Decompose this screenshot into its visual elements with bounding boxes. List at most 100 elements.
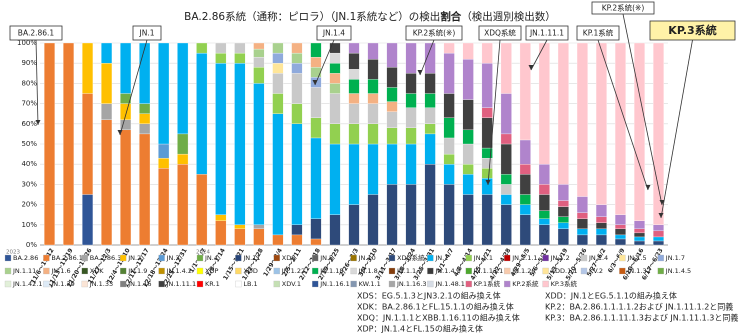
annotation-label: KP.2系統(※) (413, 28, 456, 38)
bar-segment (443, 117, 455, 139)
bar-segment (291, 234, 303, 246)
bar-segment (253, 56, 265, 68)
bar-segment (215, 214, 227, 221)
bar-segment (538, 194, 550, 211)
legend-swatch (4, 267, 12, 275)
bar-segment (310, 67, 322, 78)
legend-label: JN.1.16 (127, 280, 151, 288)
bar-segment (386, 127, 398, 145)
legend-swatch (657, 267, 664, 275)
legend-swatch (158, 254, 165, 262)
bar-segment (291, 103, 303, 124)
arrow-head (485, 180, 491, 185)
legend-label: JN.1.13.1 (473, 267, 504, 275)
legend-swatch (120, 254, 127, 262)
legend-swatch (350, 280, 357, 288)
bar-segment (557, 206, 569, 217)
legend-label: XDD.1.1 (551, 267, 578, 275)
bar-segment (215, 220, 227, 246)
bar-segment (310, 218, 322, 240)
legend-label: JN.1.22 (281, 267, 305, 275)
bar-segment (481, 168, 493, 179)
annotation-label: KP.1系統 (583, 28, 614, 38)
legend-swatch (4, 254, 12, 262)
bar-segment (139, 113, 151, 124)
bar-segment (367, 123, 379, 145)
bar-segment (82, 93, 94, 195)
bar-segment (557, 222, 569, 229)
bar-segment (576, 196, 588, 213)
bar-segment (120, 42, 132, 94)
bar-segment (405, 127, 417, 145)
bar-segment (291, 63, 303, 74)
annotation-box (525, 25, 569, 41)
bar-segment (614, 224, 626, 229)
legend-swatch (657, 254, 664, 262)
bar-segment (177, 133, 189, 155)
bar-segment (424, 73, 436, 94)
legend-label: JN.4 (204, 254, 218, 262)
y-tick-label: 20% (21, 201, 37, 209)
legend-swatch (4, 280, 12, 288)
annotation-box (591, 1, 655, 15)
chart-title: BA.2.86系統（通称：ピロラ）（JN.1系統など）の検出割合（検出週別検出数… (184, 10, 556, 23)
bar-segment (500, 204, 512, 246)
footnote: XDS：EG.5.1.3とJN3.2.1の組み換え体 (357, 291, 501, 301)
bar-segment (101, 119, 113, 246)
y-tick-label: 50% (21, 140, 37, 148)
legend-swatch (43, 267, 50, 275)
bar-segment (653, 42, 664, 225)
bar-segment (443, 42, 455, 54)
bar-segment (386, 111, 398, 128)
bar-segment (405, 143, 417, 185)
annotation-arrow (314, 39, 335, 86)
legend-label: XDQ系統 (397, 253, 425, 262)
bar-segment (310, 87, 322, 118)
annotation-label: BA.2.86.1 (18, 29, 55, 38)
bar-segment (310, 42, 322, 58)
bar-segment (653, 230, 664, 238)
bar-segment (576, 218, 588, 229)
bar-segment (82, 42, 94, 94)
bar-segment (405, 107, 417, 128)
legend-label: JN.1.48.1 (434, 280, 465, 288)
legend-label: KW.1.1 (359, 280, 381, 288)
legend-label: KR.1 (205, 280, 220, 288)
bar-segment (557, 42, 569, 185)
bar-segment (253, 228, 265, 246)
y-tick-label: 10% (21, 221, 37, 229)
bar-segment (633, 236, 645, 242)
bar-segment (329, 83, 341, 94)
legend-label: JN.1.16.3 (396, 280, 427, 288)
annotation-label: JN.1 (139, 29, 155, 38)
bar-segment (481, 117, 493, 149)
y-tick-label: 0% (26, 241, 37, 249)
bar-segment (595, 222, 607, 229)
bar-segment (424, 133, 436, 165)
bar-segment (519, 42, 531, 141)
bar-segment (443, 164, 455, 185)
legend-swatch (465, 280, 472, 288)
annotation-arrow (419, 39, 435, 76)
legend-label: LB.1 (243, 280, 257, 288)
legend-label: JN.1.7 (665, 254, 685, 262)
bar-segment (519, 164, 531, 175)
arrow-head (117, 130, 123, 135)
annotation-label: XDQ系統 (484, 28, 516, 38)
title-part: （検出週別検出数） (461, 10, 556, 23)
legend-swatch (120, 267, 127, 275)
legend-label: JN.1.4.3 (434, 267, 460, 275)
legend-swatch (465, 267, 472, 275)
bar-segment (158, 168, 170, 246)
bar-segment (272, 73, 284, 94)
bar-segment (177, 42, 189, 135)
bar-segment (348, 103, 360, 124)
annotation-box (649, 20, 736, 41)
bar-segment (614, 42, 626, 215)
bar-segment (462, 143, 474, 165)
bar-segment (101, 63, 113, 104)
legend-swatch (542, 280, 549, 288)
bar-segment (557, 200, 569, 207)
bar-segment (500, 184, 512, 195)
legend-label: XDS (282, 254, 296, 262)
